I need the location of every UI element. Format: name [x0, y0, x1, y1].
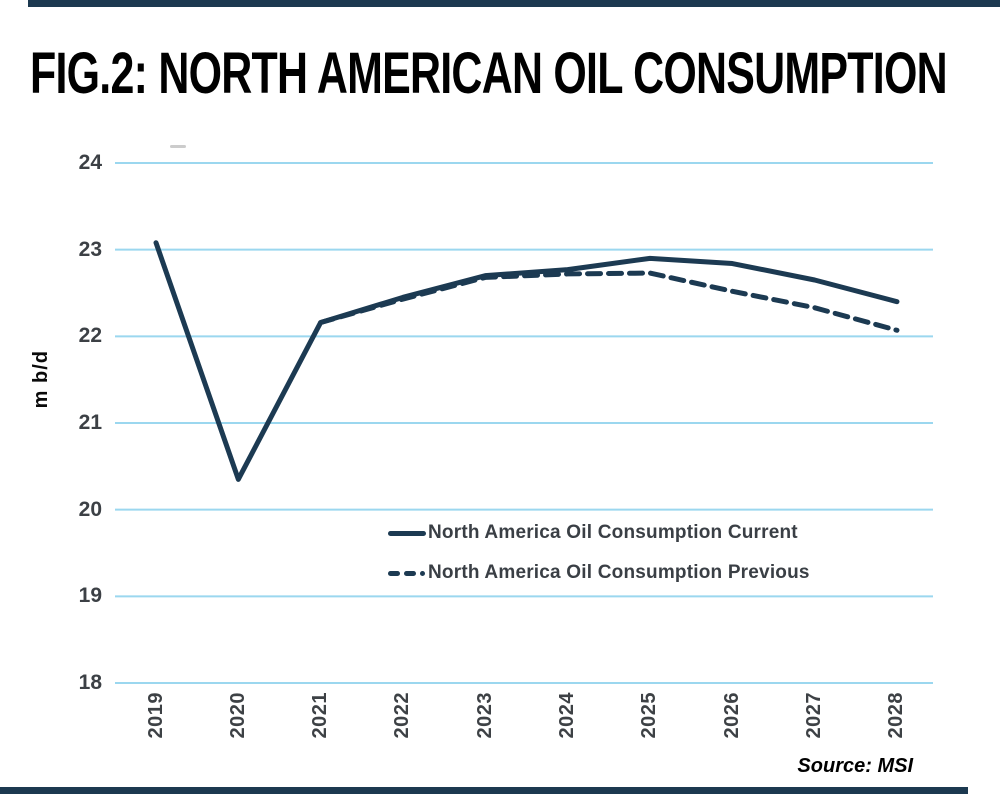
x-tick-2026: 2026 [720, 692, 743, 739]
source-note: Source: MSI [797, 755, 913, 777]
x-tick-2024: 2024 [556, 692, 579, 739]
x-tick-wrap-2027: 2027 [803, 692, 827, 750]
y-axis-title-text: m b/d [30, 349, 52, 409]
x-tick-2022: 2022 [391, 692, 414, 739]
x-tick-2027: 2027 [803, 692, 826, 739]
series-line-current [153, 240, 900, 482]
y-tick-23: 23 [78, 237, 102, 261]
legend-item-previous: North America Oil Consumption Previous [388, 559, 810, 587]
y-tick-19: 19 [78, 584, 102, 608]
figure-title: FIG.2: NORTH AMERICAN OIL CONSUMPTION [30, 41, 948, 106]
x-tick-2021: 2021 [309, 692, 332, 739]
x-tick-wrap-2023: 2023 [473, 692, 497, 750]
series-lines [153, 240, 900, 482]
x-tick-2025: 2025 [638, 692, 661, 739]
legend-item-current: North America Oil Consumption Current [388, 519, 810, 547]
y-tick-21: 21 [78, 411, 102, 434]
top-accent-bar [28, 0, 1000, 7]
y-axis-title: m b/d [30, 317, 53, 441]
y-tick-18: 18 [78, 671, 102, 695]
x-tick-wrap-2019: 2019 [144, 692, 168, 750]
y-tick-24: 24 [78, 151, 102, 174]
x-tick-wrap-2026: 2026 [720, 692, 744, 750]
x-tick-wrap-2028: 2028 [885, 692, 909, 750]
bottom-accent-bar [0, 787, 968, 794]
x-tick-2019: 2019 [144, 692, 167, 739]
gridlines [115, 162, 933, 685]
smudge-artifact [170, 145, 186, 148]
x-tick-2023: 2023 [473, 692, 496, 739]
solid-line-swatch [388, 530, 426, 536]
x-tick-wrap-2025: 2025 [638, 692, 662, 750]
legend: North America Oil Consumption Current No… [388, 519, 810, 599]
legend-label-current: North America Oil Consumption Current [428, 522, 798, 543]
y-tick-20: 20 [78, 497, 102, 521]
x-tick-wrap-2020: 2020 [226, 692, 250, 750]
y-tick-22: 22 [78, 324, 102, 348]
x-tick-wrap-2021: 2021 [309, 692, 333, 750]
x-tick-2028: 2028 [885, 692, 908, 739]
x-tick-wrap-2022: 2022 [391, 692, 415, 750]
x-tick-2020: 2020 [226, 692, 249, 739]
dashed-line-swatch [388, 570, 426, 576]
legend-label-previous: North America Oil Consumption Previous [428, 562, 810, 583]
x-tick-wrap-2024: 2024 [556, 692, 580, 750]
series-line-previous [318, 270, 900, 333]
